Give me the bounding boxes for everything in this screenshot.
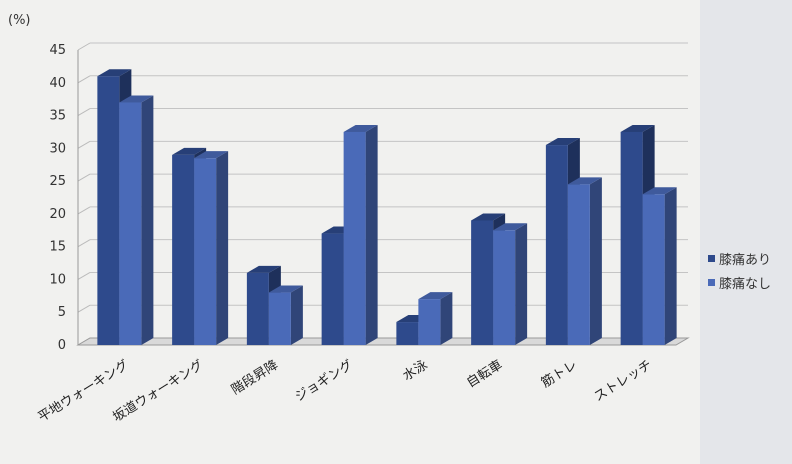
- legend-item-without-knee-pain: 膝痛なし: [708, 270, 771, 294]
- y-tick-label: 10: [49, 272, 66, 287]
- x-tick-label: ジョギング: [293, 358, 356, 405]
- bar-front: [268, 292, 291, 345]
- y-axis-ticks: 0 5 10 15 20 25 30 35 40 45: [49, 43, 66, 353]
- bar-front: [97, 76, 120, 345]
- gridline: [77, 42, 91, 51]
- bar-without-pain: [343, 124, 378, 345]
- bar-side: [216, 151, 229, 345]
- bar-top: [268, 285, 303, 293]
- bar-top: [246, 265, 281, 273]
- bar-top: [545, 138, 580, 146]
- x-tick-label: ストレッチ: [592, 358, 655, 405]
- bar-top: [97, 69, 132, 77]
- bar-top: [493, 223, 528, 231]
- gridline: [77, 75, 91, 84]
- legend-item-with-knee-pain: 膝痛あり: [708, 246, 771, 270]
- x-tick-label: 自転車: [464, 358, 505, 391]
- bar-front: [172, 154, 195, 345]
- bar-front: [396, 322, 419, 345]
- bar-side: [515, 223, 528, 345]
- bar-top: [418, 292, 453, 300]
- gridline: [77, 206, 91, 215]
- bar-top: [194, 151, 229, 159]
- x-tick-label: 階段昇降: [229, 358, 281, 398]
- chart-floor: [76, 50, 690, 346]
- bar-front: [642, 194, 665, 345]
- bar-front: [567, 184, 590, 345]
- bar-top: [119, 95, 154, 103]
- bar-front: [620, 131, 643, 345]
- y-tick-label: 25: [49, 174, 66, 189]
- bar-side: [664, 187, 677, 345]
- y-tick-label: 20: [49, 207, 66, 222]
- bar-side: [290, 285, 303, 345]
- gridline: [77, 140, 91, 149]
- y-tick-label: 45: [49, 43, 66, 58]
- bar-without-pain: [418, 292, 453, 345]
- legend-label: 膝痛あり: [719, 252, 772, 268]
- bar-side: [589, 177, 602, 345]
- y-tick-label: 15: [49, 240, 66, 255]
- bar-top: [172, 147, 207, 155]
- bar-side: [141, 95, 154, 345]
- bar-without-pain: [493, 223, 528, 345]
- x-tick-label: 水泳: [400, 358, 430, 385]
- gridline: [77, 173, 91, 182]
- legend-swatch: [708, 254, 715, 262]
- bar-without-pain: [268, 285, 303, 345]
- bar-side: [365, 124, 378, 345]
- bars: [97, 69, 677, 345]
- bar-without-pain: [119, 95, 154, 345]
- gridline: [77, 239, 91, 248]
- legend-label: 膝痛なし: [719, 276, 772, 292]
- gridline: [77, 108, 91, 116]
- bar-top: [471, 213, 506, 221]
- bar-without-pain: [194, 151, 229, 345]
- gridline: [77, 304, 91, 313]
- bar-front: [471, 220, 494, 345]
- x-tick-label: 筋トレ: [538, 357, 580, 391]
- bar-without-pain: [642, 187, 677, 345]
- bar-front: [246, 272, 269, 345]
- legend: 膝痛あり 膝痛なし: [708, 246, 771, 294]
- bar-top: [642, 187, 677, 195]
- legend-swatch: [708, 278, 715, 286]
- page-background-right: [700, 0, 792, 464]
- bar-front: [321, 233, 344, 345]
- bar-top: [343, 124, 378, 132]
- bar-front: [343, 131, 366, 345]
- gridline: [77, 272, 91, 280]
- bar-front: [418, 299, 441, 345]
- bar-side: [440, 292, 453, 345]
- y-tick-label: 0: [58, 338, 66, 353]
- bar-front: [545, 145, 568, 345]
- bar-top: [620, 124, 655, 132]
- y-axis-unit-label: (%): [8, 13, 31, 28]
- bar-top: [567, 177, 602, 185]
- y-tick-label: 35: [49, 109, 66, 124]
- bar-front: [194, 158, 217, 345]
- bar-without-pain: [567, 177, 602, 345]
- y-tick-label: 40: [49, 76, 66, 91]
- bar-front: [119, 102, 142, 345]
- y-tick-label: 30: [49, 141, 66, 156]
- bar-front: [493, 230, 516, 345]
- y-tick-label: 5: [58, 305, 66, 320]
